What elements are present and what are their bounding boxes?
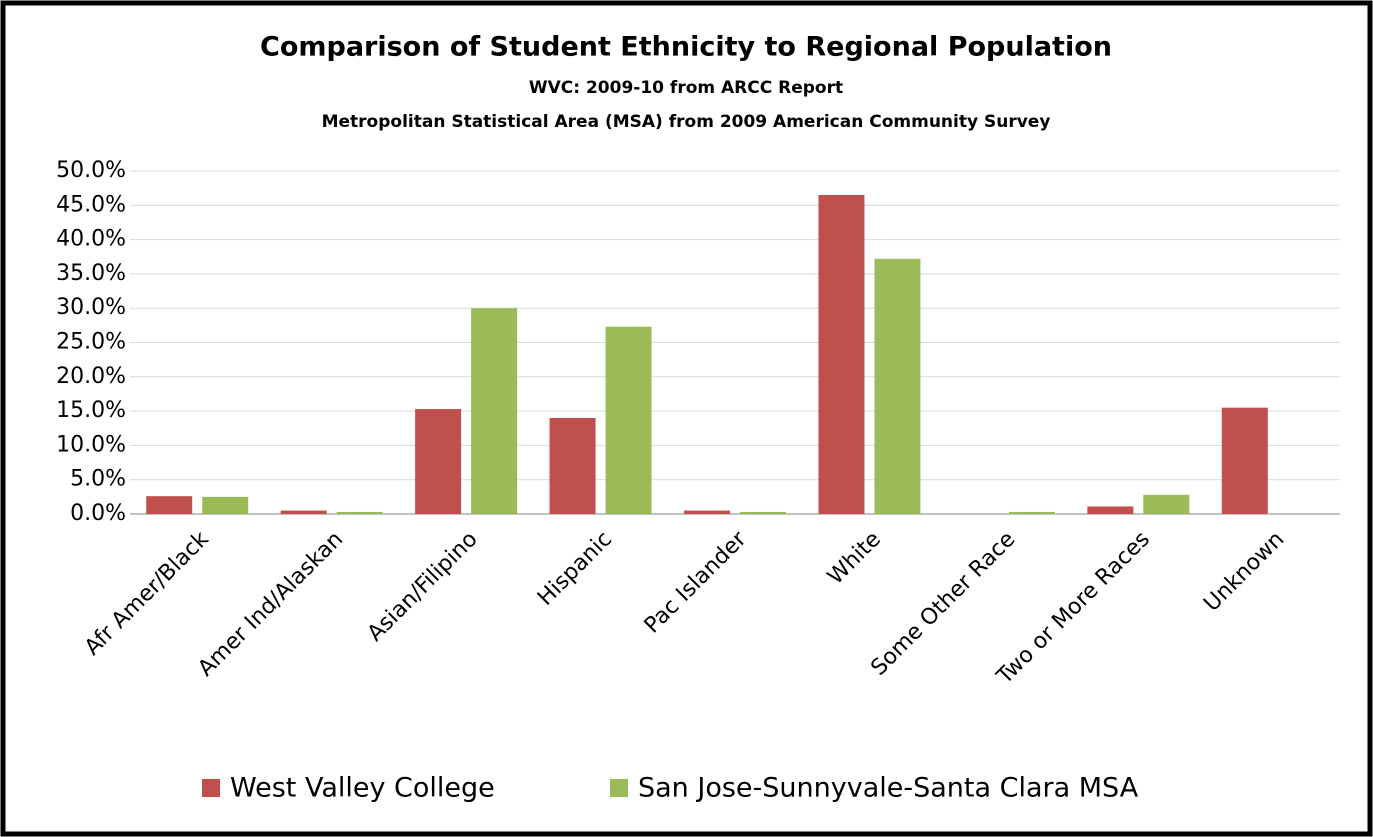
y-tick-label: 40.0%	[56, 227, 126, 252]
bar	[1221, 407, 1268, 514]
bar	[471, 308, 518, 514]
y-tick-label: 30.0%	[56, 295, 126, 320]
chart-subtitle: Metropolitan Statistical Area (MSA) from…	[322, 112, 1051, 132]
bar	[549, 417, 596, 514]
y-tick-label: 50.0%	[56, 158, 126, 183]
legend-swatch	[610, 779, 628, 797]
bar	[818, 195, 865, 514]
y-tick-label: 15.0%	[56, 398, 126, 423]
bar	[202, 496, 249, 514]
bar	[1087, 506, 1134, 514]
bar	[684, 510, 730, 514]
bar	[1143, 494, 1190, 514]
y-tick-label: 0.0%	[70, 501, 126, 526]
legend-label: West Valley College	[230, 773, 495, 804]
legend-swatch	[202, 779, 220, 797]
bar	[146, 496, 193, 514]
y-tick-label: 5.0%	[70, 467, 126, 492]
bar	[280, 510, 327, 514]
bar	[336, 511, 383, 514]
y-tick-label: 10.0%	[56, 432, 126, 457]
chart-title: Comparison of Student Ethnicity to Regio…	[260, 32, 1112, 63]
bar	[740, 511, 786, 514]
y-tick-label: 45.0%	[56, 192, 126, 217]
bar	[415, 409, 462, 514]
y-tick-label: 20.0%	[56, 364, 126, 389]
bar	[605, 326, 652, 514]
legend-label: San Jose-Sunnyvale-Santa Clara MSA	[638, 773, 1139, 804]
bar	[874, 258, 921, 514]
chart-subtitle: WVC: 2009-10 from ARCC Report	[529, 78, 843, 98]
y-tick-label: 25.0%	[56, 330, 126, 355]
bar	[1008, 511, 1055, 514]
y-tick-label: 35.0%	[56, 261, 126, 286]
